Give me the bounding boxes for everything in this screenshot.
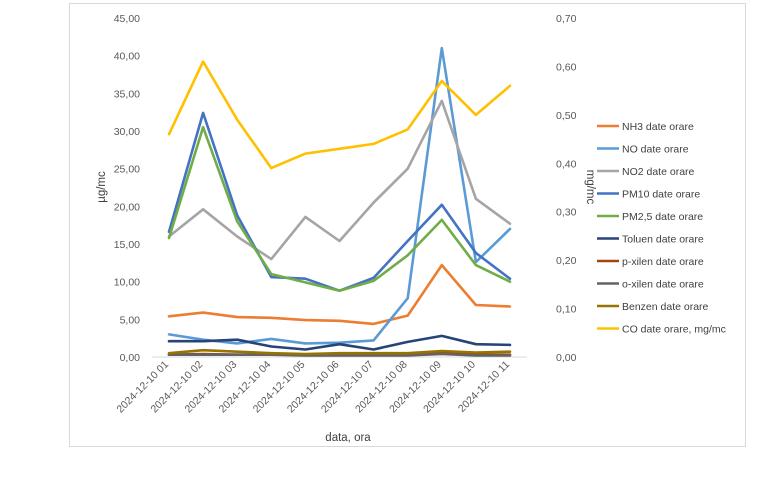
y2-tick-label: 0,00 bbox=[556, 352, 577, 364]
y-tick-label: 20,00 bbox=[114, 201, 140, 213]
legend-label: Benzen date orare bbox=[622, 301, 709, 313]
y2-tick-label: 0,70 bbox=[556, 13, 577, 25]
y-tick-label: 15,00 bbox=[114, 239, 140, 251]
y-tick-label: 0,00 bbox=[120, 352, 141, 364]
series-line bbox=[167, 348, 512, 356]
y-tick-label: 5,00 bbox=[120, 314, 141, 326]
series-line bbox=[167, 263, 512, 326]
y-tick-label: 10,00 bbox=[114, 277, 140, 289]
y-tick-label: 25,00 bbox=[114, 164, 140, 176]
y-tick-label: 35,00 bbox=[114, 88, 140, 100]
y2-tick-label: 0,50 bbox=[556, 110, 577, 122]
legend-label: Toluen date orare bbox=[622, 234, 704, 246]
legend-label: NH3 date orare bbox=[622, 121, 694, 133]
y2-tick-label: 0,10 bbox=[556, 304, 577, 316]
series-line bbox=[167, 111, 512, 293]
legend-label: o-xilen date orare bbox=[622, 279, 704, 291]
series-line bbox=[167, 60, 512, 170]
y2-tick-label: 0,20 bbox=[556, 255, 577, 267]
series-line bbox=[167, 99, 512, 261]
legend-label: PM10 date orare bbox=[622, 189, 700, 201]
legend-label: NO date orare bbox=[622, 144, 689, 156]
series-line bbox=[167, 334, 512, 351]
x-axis-title: data, ora bbox=[325, 432, 371, 444]
y2-axis-title: mg/mc bbox=[584, 170, 596, 205]
y2-tick-label: 0,30 bbox=[556, 207, 577, 219]
y2-tick-label: 0,60 bbox=[556, 61, 577, 73]
legend-label: p-xilen date orare bbox=[622, 256, 704, 268]
series-line bbox=[167, 46, 512, 345]
y-tick-label: 30,00 bbox=[114, 126, 140, 138]
legend-label: NO2 date orare bbox=[622, 166, 695, 178]
y-tick-label: 45,00 bbox=[114, 13, 140, 25]
y2-tick-label: 0,40 bbox=[556, 158, 577, 170]
series-line bbox=[167, 125, 512, 293]
series-line bbox=[167, 352, 512, 357]
legend-label: CO date orare, mg/mc bbox=[622, 324, 726, 336]
legend-label: PM2,5 date orare bbox=[622, 211, 703, 223]
y-tick-label: 40,00 bbox=[114, 51, 140, 63]
y-axis-title: µg/mc bbox=[96, 171, 108, 203]
